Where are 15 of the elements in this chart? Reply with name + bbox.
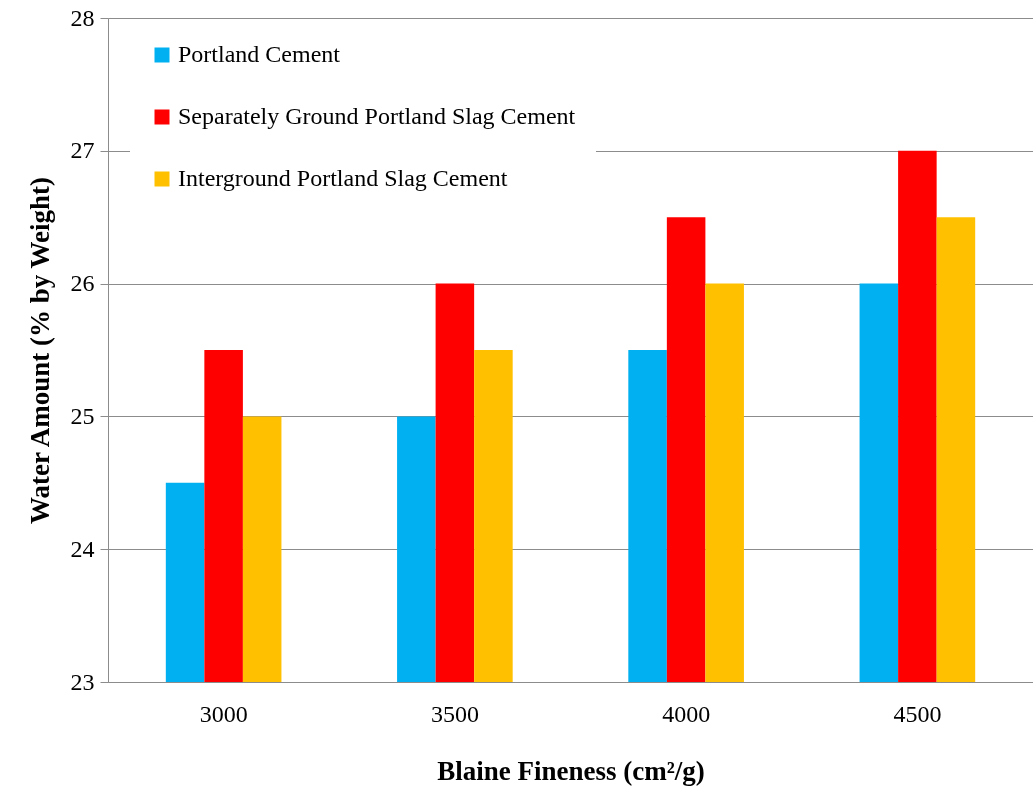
y-tick-label: 23 bbox=[70, 668, 95, 695]
y-tick-label: 28 bbox=[70, 4, 95, 31]
y-tick-label: 27 bbox=[70, 137, 95, 164]
x-axis-title: Blaine Fineness (cm²/g) bbox=[437, 755, 705, 786]
legend-label: Portland Cement bbox=[178, 41, 341, 67]
y-tick-label: 26 bbox=[70, 270, 95, 297]
x-tick-label: 3000 bbox=[199, 700, 248, 727]
x-tick-label: 4500 bbox=[893, 700, 942, 727]
y-tick-label: 24 bbox=[70, 535, 95, 562]
x-tick-label: 4000 bbox=[662, 700, 711, 727]
legend-label: Interground Portland Slag Cement bbox=[178, 165, 508, 191]
legend-label: Separately Ground Portland Slag Cement bbox=[178, 103, 576, 129]
y-axis-title: Water Amount (% by Weight) bbox=[24, 176, 55, 525]
x-tick-label: 3500 bbox=[430, 700, 479, 727]
y-tick-label: 25 bbox=[70, 402, 95, 429]
